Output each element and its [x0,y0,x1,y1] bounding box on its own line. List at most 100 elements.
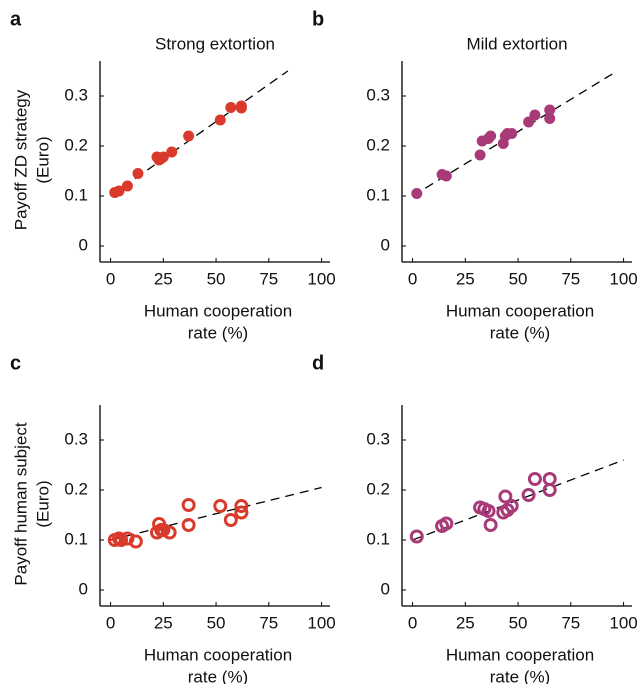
point [128,534,143,549]
y-tick-label: 0.2 [366,479,390,498]
y-tick-label: 0.1 [366,185,390,204]
y-tick-label: 0 [79,235,88,254]
point [157,151,169,163]
y-tick-label: 0 [381,235,390,254]
x-tick-label: 25 [154,613,173,632]
point [214,114,226,126]
x-tick-label: 100 [609,613,637,632]
point [114,533,129,547]
point [120,531,135,546]
point [439,516,454,531]
point [223,513,238,527]
x-tick-label: 0 [106,613,115,632]
point [181,518,196,532]
x-axis-label: rate (%) [188,667,248,684]
point [113,185,125,197]
panel: a Strong extortion Payoff ZD strategy (Euro… [10,8,336,342]
x-axis-label: rate (%) [188,323,248,342]
x-tick-label: 25 [154,269,173,288]
point [542,483,557,497]
x-tick-label: 75 [561,269,580,288]
x-tick-label: 50 [207,269,226,288]
x-tick-label: 50 [509,613,528,632]
point [483,518,498,532]
x-tick-label: 25 [456,613,475,632]
x-tick-label: 0 [408,613,417,632]
x-tick-label: 50 [207,613,226,632]
point [409,529,424,544]
panel-letter: a [10,8,22,30]
fit-line [110,486,322,541]
panel: c Payoff human subject (Euro) Human coopera… [10,352,336,684]
y-tick-label: 0.3 [64,429,88,448]
y-tick-label: 0 [79,579,88,598]
panel: b Mild extortion Human cooperation rate (%)… [312,8,638,342]
point [481,504,496,518]
y-tick-label: 0.1 [64,529,88,548]
y-tick-label: 0.3 [366,429,390,448]
point [544,113,556,124]
point [162,525,177,540]
x-axis-label: Human cooperation [446,645,594,664]
point [440,170,452,182]
panel: d Human cooperation rate (%) 0 0.1 0.2 0.3 0 25 5… [312,352,638,684]
point [542,472,557,486]
point [485,130,497,142]
point [181,498,196,512]
y-tick-label: 0.1 [64,185,88,204]
x-tick-label: 50 [509,269,528,288]
x-tick-label: 0 [106,269,115,288]
y-tick-label: 0.3 [366,85,390,104]
panel-letter: d [312,352,324,374]
point [121,180,133,192]
point [234,505,249,520]
panel-title: Mild extortion [466,34,567,53]
point [474,149,486,161]
y-tick-label: 0.2 [366,135,390,154]
point [225,102,237,113]
y-axis-label: (Euro) [33,480,52,527]
panel-letter: b [312,8,324,30]
point [156,523,171,537]
x-tick-label: 75 [259,269,278,288]
point [411,188,423,199]
x-tick-label: 0 [408,269,417,288]
point [132,168,144,179]
x-tick-label: 100 [609,269,637,288]
y-tick-label: 0.2 [64,479,88,498]
panel-title: Strong extortion [155,34,275,53]
x-tick-label: 75 [259,613,278,632]
y-tick-label: 0.2 [64,135,88,154]
x-axis-label: Human cooperation [144,645,292,664]
x-axis-label: rate (%) [490,667,550,684]
y-tick-label: 0 [381,579,390,598]
point [523,116,535,128]
x-tick-label: 25 [456,269,475,288]
point [504,499,519,513]
point [183,130,195,142]
x-tick-label: 75 [561,613,580,632]
y-tick-label: 0.1 [366,529,390,548]
fit-line [412,70,618,197]
point [498,489,513,504]
point [213,499,228,513]
panel-letter: c [10,352,21,374]
point [527,472,542,486]
y-axis-label: (Euro) [33,136,52,183]
point [234,499,249,513]
point [235,100,247,112]
y-axis-label: Payoff human subject [11,422,30,585]
point [544,104,556,116]
y-axis-label: Payoff ZD strategy [11,89,30,230]
x-tick-label: 100 [307,269,335,288]
x-axis-label: Human cooperation [446,301,594,320]
point [529,109,541,121]
x-axis-label: rate (%) [490,323,550,342]
x-axis-label: Human cooperation [144,301,292,320]
point [506,128,518,139]
point [166,146,178,158]
y-tick-label: 0.3 [64,85,88,104]
x-tick-label: 100 [307,613,335,632]
point [521,488,536,502]
